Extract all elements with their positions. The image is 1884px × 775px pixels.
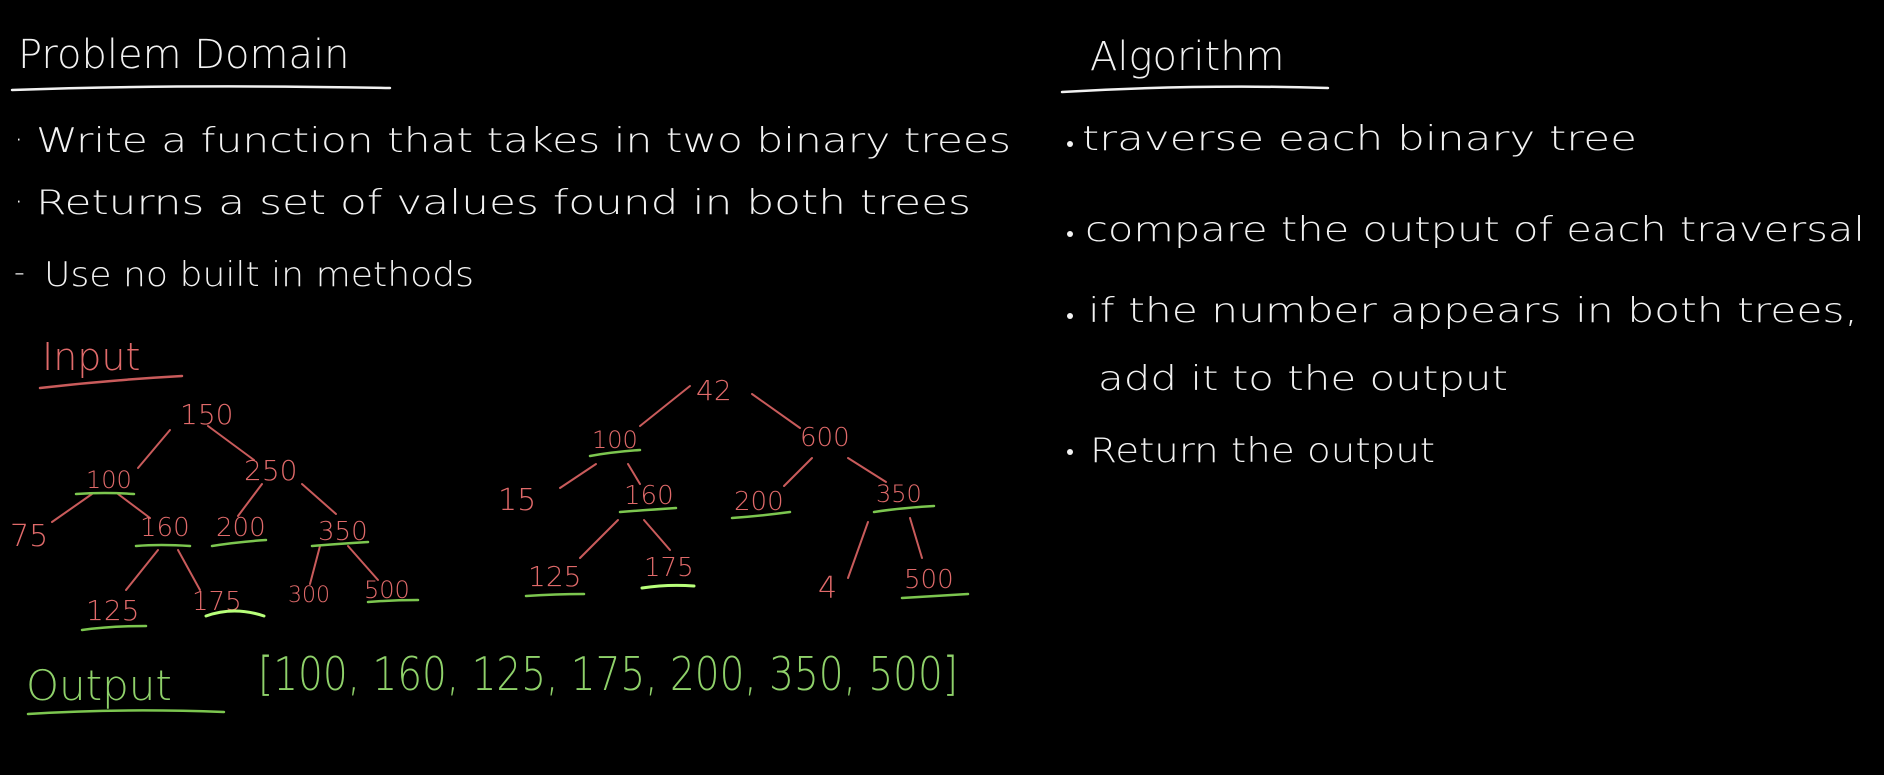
tree2-node-350: 350 (876, 480, 922, 508)
tree1-edge-100-75 (51, 493, 93, 523)
tree1-node-100: 100 (86, 466, 132, 494)
tree2-edge-160-125 (579, 519, 619, 559)
problem-bullet-2: Returns a set of values found in both tr… (36, 183, 971, 223)
output-underline (26, 709, 226, 716)
tree1-edge-150-100 (137, 429, 171, 469)
algorithm-underline (1060, 85, 1330, 94)
tree1-node-200: 200 (216, 513, 266, 543)
tree2-match-underline-500 (900, 592, 970, 600)
tree1-node-75: 75 (10, 519, 48, 554)
tree2-match-underline-200 (730, 510, 792, 520)
tree2-node-175: 175 (644, 553, 694, 583)
tree1-match-underline-500 (366, 598, 420, 604)
tree2-edge-100-160 (627, 463, 641, 485)
tree1-match-underline-200 (210, 538, 268, 548)
tree1-edge-160-125 (125, 549, 159, 591)
problem-domain-underline (10, 85, 392, 92)
tree1-match-underline-100 (74, 491, 136, 496)
tree1-match-underline-160 (134, 543, 192, 548)
tree1-node-160: 160 (140, 513, 190, 543)
algorithm-step-1: traverse each binary tree (1082, 119, 1637, 159)
bullet-dot-1: · (14, 123, 24, 158)
problem-domain-section: Problem Domain · Write a function that t… (10, 32, 1011, 295)
tree2-node-160: 160 (624, 481, 674, 511)
bullet-dot-3: - (14, 255, 25, 290)
tree2-node-100: 100 (592, 426, 638, 454)
tree2-edge-42-600 (751, 393, 801, 429)
tree1-match-underline-175 (204, 609, 266, 618)
bullet-dot-2: · (14, 185, 24, 220)
tree-2: 42 100 600 15 160 200 350 125 175 4 500 (498, 374, 970, 606)
tree-1: 150 100 250 75 160 200 350 125 175 300 5… (10, 398, 420, 632)
problem-bullet-1: Write a function that takes in two binar… (36, 121, 1011, 161)
algorithm-step-2: compare the output of each traversal (1085, 210, 1865, 250)
tree1-edge-250-350 (301, 483, 337, 515)
tree2-match-underline-160 (618, 506, 678, 514)
output-label: Output (26, 661, 172, 710)
tree1-edge-350-300 (309, 545, 321, 585)
tree1-node-250: 250 (244, 454, 297, 487)
tree2-match-underline-125 (524, 592, 586, 598)
tree2-node-125: 125 (528, 560, 581, 593)
tree2-match-underline-350 (872, 504, 936, 514)
problem-bullet-3: Use no built in methods (44, 255, 474, 295)
tree2-match-underline-175 (640, 583, 696, 590)
tree2-edge-600-200 (783, 457, 813, 487)
tree1-edge-100-160 (117, 493, 151, 519)
tree2-node-4: 4 (818, 571, 837, 606)
tree1-match-underline-125 (80, 624, 148, 632)
tree1-node-125: 125 (86, 594, 139, 627)
tree1-edge-150-250 (207, 425, 255, 461)
tree2-node-root: 42 (696, 374, 732, 407)
problem-domain-title: Problem Domain (18, 32, 349, 78)
input-underline (38, 374, 184, 390)
algorithm-bullet-dot-1 (1067, 141, 1073, 147)
output-section: Output [100, 160, 125, 175, 200, 350, 50… (26, 647, 958, 716)
tree2-edge-600-350 (847, 457, 887, 483)
algorithm-step-4: Return the output (1090, 431, 1435, 471)
tree1-edge-350-500 (347, 545, 379, 581)
tree1-edge-160-175 (177, 549, 201, 591)
tree2-edge-100-15 (559, 463, 597, 489)
input-section: Input (38, 335, 184, 390)
tree2-edge-160-175 (643, 519, 671, 551)
input-label: Input (42, 335, 140, 379)
algorithm-bullet-dot-4 (1067, 449, 1073, 455)
algorithm-section: Algorithm traverse each binary tree comp… (1060, 34, 1865, 471)
tree2-node-200: 200 (734, 487, 784, 517)
tree2-edge-350-500 (909, 517, 923, 559)
tree1-node-root: 150 (180, 398, 233, 431)
algorithm-step-3: if the number appears in both trees, (1088, 291, 1858, 331)
algorithm-step-3-continued: add it to the output (1098, 359, 1508, 399)
algorithm-title: Algorithm (1090, 34, 1285, 80)
tree2-edge-42-100 (639, 385, 691, 427)
tree2-edge-350-4 (847, 521, 869, 579)
tree1-node-300: 300 (288, 583, 330, 608)
tree2-node-15: 15 (498, 483, 536, 518)
tree2-node-600: 600 (800, 423, 850, 453)
algorithm-bullet-dot-3 (1067, 313, 1073, 319)
tree2-node-500: 500 (904, 565, 954, 595)
tree2-match-underline-100 (588, 448, 642, 458)
algorithm-bullet-dot-2 (1067, 231, 1073, 237)
output-value: [100, 160, 125, 175, 200, 350, 500] (258, 647, 958, 701)
tree1-match-underline-350 (310, 540, 370, 548)
tree1-edge-250-200 (237, 483, 263, 517)
